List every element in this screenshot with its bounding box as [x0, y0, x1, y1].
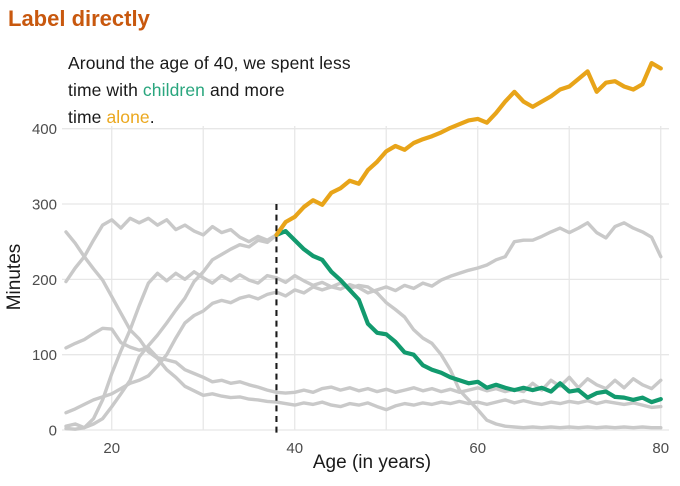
series-line-children-before-40: [64, 233, 279, 431]
x-tick-label: 20: [103, 440, 120, 457]
alone-highlight-word: alone: [106, 107, 150, 127]
x-tick-label: 60: [469, 440, 486, 457]
series-line-children-highlight: [274, 229, 663, 405]
series-line-coworkers: [64, 270, 663, 430]
series-line-partner: [64, 221, 663, 415]
annotation-line-1: Around the age of 40, we spent less: [68, 53, 351, 73]
y-tick-label: 400: [32, 121, 57, 138]
series-line-alone-highlight: [274, 60, 663, 237]
chart-title: Label directly: [8, 6, 150, 31]
y-tick-label: 100: [32, 347, 57, 364]
children-highlight-word: children: [142, 80, 205, 100]
x-axis-title: Age (in years): [312, 452, 432, 473]
x-tick-label: 40: [286, 440, 303, 457]
y-tick-label: 300: [32, 197, 57, 214]
y-axis-title: Minutes: [4, 243, 25, 311]
series-line-family: [64, 230, 663, 412]
x-tick-label: 80: [652, 440, 669, 457]
series-line-alone-before-40: [64, 216, 279, 284]
y-tick-label: 0: [49, 423, 57, 440]
annotation-line-2: time with children and more: [68, 80, 285, 100]
annotation-text: Around the age of 40, we spent less time…: [68, 50, 351, 131]
y-tick-label: 200: [32, 272, 57, 289]
annotation-line-3: time alone.: [68, 107, 155, 127]
